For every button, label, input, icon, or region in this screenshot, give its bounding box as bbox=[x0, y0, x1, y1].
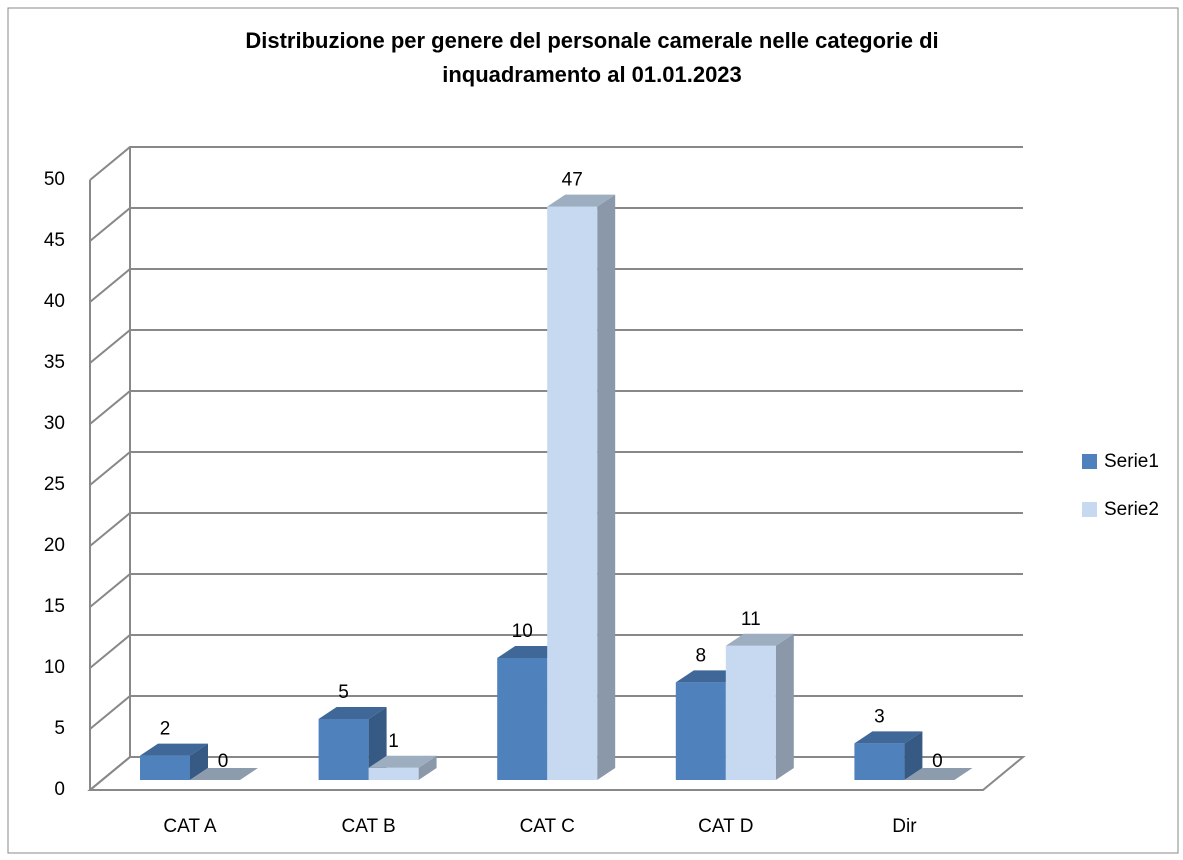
bar-top bbox=[368, 755, 437, 768]
y-tick-label: 50 bbox=[44, 169, 65, 190]
chart-title: Distribuzione per genere del personale c… bbox=[245, 28, 938, 53]
grid-line bbox=[89, 512, 1023, 547]
data-label: 2 bbox=[160, 719, 171, 740]
data-label: 0 bbox=[932, 751, 943, 772]
bar-top bbox=[140, 743, 208, 756]
bar bbox=[497, 658, 548, 780]
y-tick-label: 0 bbox=[54, 779, 65, 800]
x-tick-label: CAT C bbox=[520, 816, 575, 837]
legend-swatch bbox=[1082, 502, 1097, 517]
y-tick-label: 25 bbox=[44, 474, 65, 495]
data-label: 3 bbox=[874, 706, 885, 727]
bar-side bbox=[190, 743, 208, 780]
x-tick-label: CAT A bbox=[163, 816, 216, 837]
data-label: 47 bbox=[562, 170, 583, 191]
grid-line bbox=[89, 573, 1023, 608]
x-tick-label: CAT D bbox=[698, 816, 753, 837]
bar-side bbox=[904, 731, 923, 780]
bar bbox=[725, 645, 776, 780]
bar-top bbox=[318, 707, 387, 719]
data-label: 10 bbox=[512, 621, 533, 642]
legend-swatch bbox=[1082, 454, 1097, 469]
x-tick-label: Dir bbox=[892, 816, 917, 837]
bar-side bbox=[597, 194, 616, 781]
bar-side bbox=[775, 633, 794, 780]
grid-line bbox=[89, 146, 1023, 181]
y-tick-label: 40 bbox=[44, 291, 65, 312]
grid-line bbox=[89, 634, 1023, 669]
grid-line bbox=[89, 451, 1023, 486]
legend-label: Serie2 bbox=[1104, 499, 1159, 520]
grid-line bbox=[89, 207, 1023, 242]
bar-top bbox=[904, 768, 973, 780]
data-label: 11 bbox=[741, 609, 761, 630]
bar-side bbox=[418, 755, 437, 780]
data-label: 1 bbox=[388, 731, 399, 752]
y-tick-label: 5 bbox=[54, 718, 65, 739]
bar bbox=[675, 682, 726, 780]
y-tick-label: 30 bbox=[44, 413, 65, 434]
data-label: 8 bbox=[696, 645, 707, 666]
y-tick-label: 15 bbox=[44, 596, 65, 617]
chart-title: inquadramento al 01.01.2023 bbox=[442, 62, 742, 87]
y-tick-label: 10 bbox=[44, 657, 65, 678]
x-tick-label: CAT B bbox=[341, 816, 395, 837]
bar bbox=[547, 206, 598, 781]
bar bbox=[854, 743, 905, 780]
bar-top bbox=[547, 194, 616, 207]
data-label: 5 bbox=[338, 682, 349, 703]
grid-line bbox=[89, 390, 1023, 425]
bar-top bbox=[190, 768, 258, 780]
y-tick-label: 20 bbox=[44, 535, 65, 556]
bar bbox=[140, 755, 190, 780]
bar-top bbox=[854, 731, 923, 744]
grid-line bbox=[89, 329, 1023, 364]
bar bbox=[368, 767, 419, 780]
bar-top bbox=[725, 633, 794, 646]
data-label: 0 bbox=[218, 751, 229, 772]
y-tick-label: 45 bbox=[44, 230, 65, 251]
bar bbox=[318, 719, 369, 780]
legend-label: Serie1 bbox=[1104, 451, 1159, 472]
grid-line bbox=[89, 268, 1023, 303]
y-tick-label: 35 bbox=[44, 352, 65, 373]
